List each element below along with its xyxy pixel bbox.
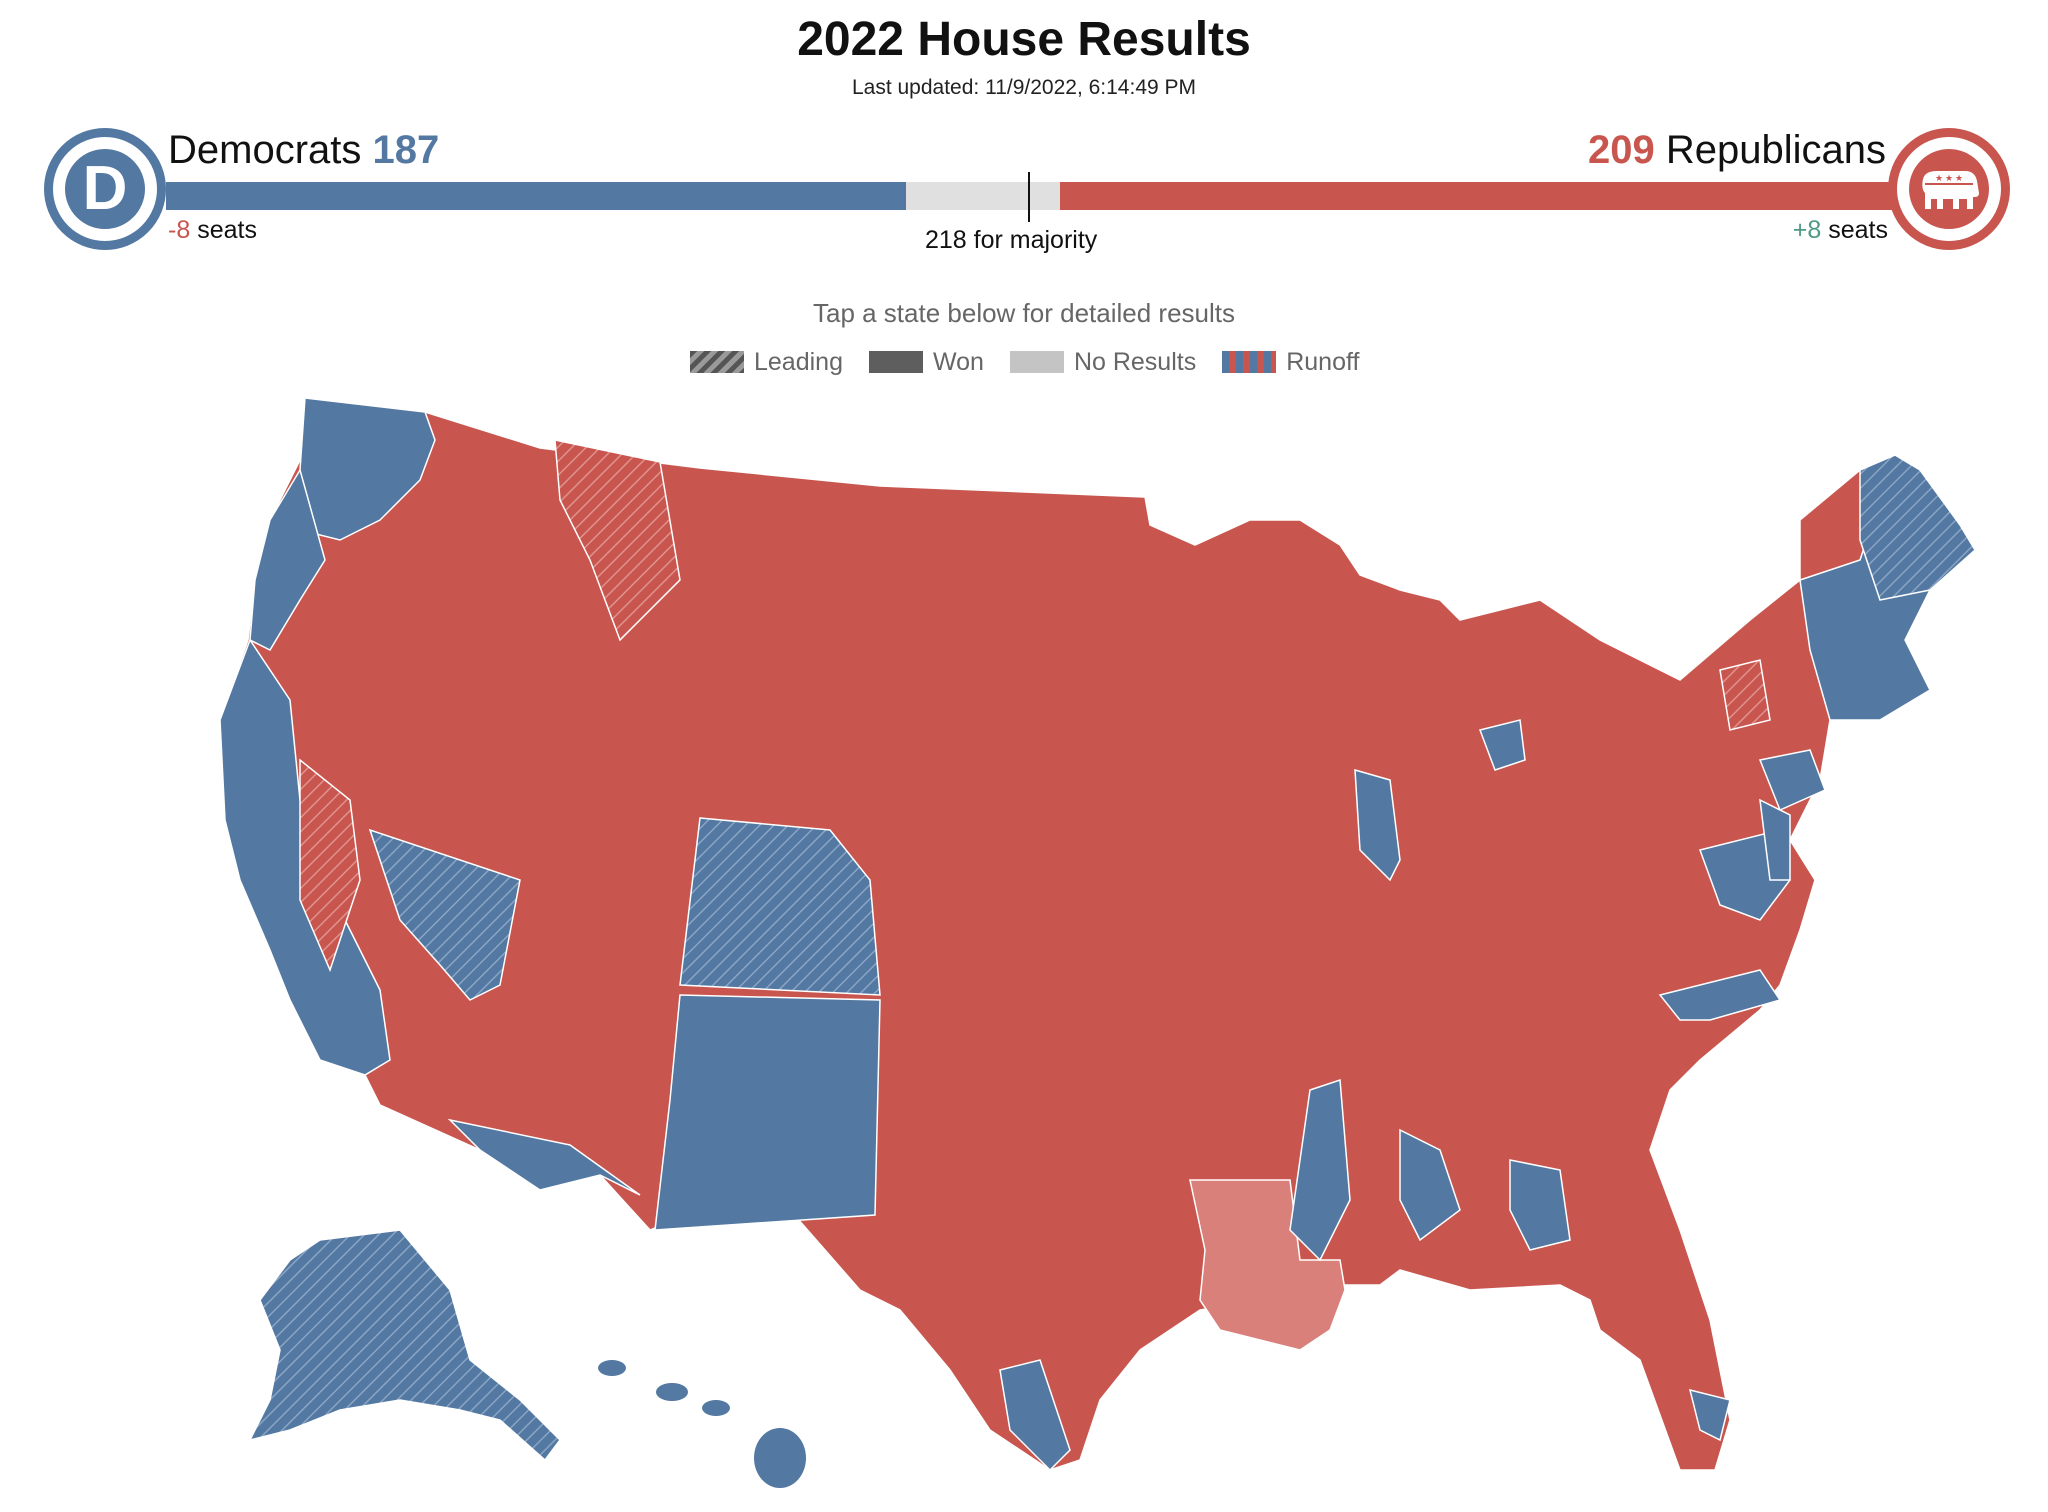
republican-seat-bar bbox=[1060, 182, 1894, 210]
republicans-header: 209 Republicans bbox=[1588, 128, 1886, 173]
state-ak[interactable] bbox=[248, 1229, 561, 1462]
democrats-label: Democrats bbox=[168, 128, 362, 172]
democrats-change-value: -8 bbox=[168, 216, 191, 244]
majority-marker bbox=[1028, 172, 1030, 222]
svg-text:★: ★ bbox=[1955, 174, 1963, 184]
instructions: Tap a state below for detailed results bbox=[812, 298, 1236, 328]
republicans-change-unit: seats bbox=[1828, 216, 1888, 244]
state-nc[interactable] bbox=[1658, 969, 1782, 1021]
republican-logo: ★ ★ ★ bbox=[1888, 128, 2010, 250]
republicans-label: Republicans bbox=[1665, 128, 1886, 172]
state-nv[interactable] bbox=[368, 828, 521, 1001]
democrat-d-icon: D bbox=[65, 149, 145, 229]
state-az-south[interactable] bbox=[447, 1118, 641, 1196]
state-tx-south[interactable] bbox=[999, 1359, 1071, 1472]
republicans-seat-count: 209 bbox=[1587, 128, 1655, 172]
legend-won: Won bbox=[932, 347, 984, 376]
legend-runoff: Runoff bbox=[1286, 347, 1360, 376]
leading-swatch bbox=[690, 351, 744, 373]
democrats-seat-count: 187 bbox=[372, 128, 440, 172]
republicans-seat-change: +8 seats bbox=[1793, 216, 1888, 245]
state-hi[interactable] bbox=[598, 1360, 806, 1488]
majority-label: 218 for majority bbox=[925, 226, 1098, 254]
runoff-swatch bbox=[1222, 351, 1277, 373]
last-updated: Last updated: 11/9/2022, 6:14:49 PM bbox=[851, 76, 1197, 99]
state-ny-upstate[interactable] bbox=[1719, 659, 1771, 731]
state-fl-south[interactable] bbox=[1688, 1388, 1731, 1442]
state-mi-detroit[interactable] bbox=[1479, 719, 1526, 771]
state-nm[interactable] bbox=[654, 994, 881, 1231]
state-id-north[interactable] bbox=[554, 439, 681, 642]
state-nj[interactable] bbox=[1759, 798, 1791, 881]
state-ms[interactable] bbox=[1289, 1078, 1351, 1262]
svg-text:★: ★ bbox=[1935, 174, 1943, 184]
legend: Leading Won No Results Runoff bbox=[690, 346, 1359, 378]
state-or-coast[interactable] bbox=[249, 468, 326, 651]
republicans-change-value: +8 bbox=[1792, 216, 1822, 244]
democrats-header: Democrats 187 bbox=[168, 128, 439, 173]
us-house-map[interactable] bbox=[0, 380, 2048, 1512]
state-ca-central[interactable] bbox=[299, 758, 361, 973]
state-al[interactable] bbox=[1399, 1128, 1461, 1242]
democrats-seat-change: -8 seats bbox=[168, 216, 257, 245]
democrat-seat-bar bbox=[166, 182, 906, 210]
elephant-icon: ★ ★ ★ bbox=[1909, 149, 1989, 229]
undecided-seat-bar bbox=[906, 182, 1060, 210]
democrats-change-unit: seats bbox=[197, 216, 257, 244]
state-ny-nyc[interactable] bbox=[1758, 749, 1826, 812]
democrat-logo: D bbox=[44, 128, 166, 250]
legend-no-results: No Results bbox=[1073, 347, 1197, 376]
state-la[interactable] bbox=[1189, 1179, 1346, 1351]
state-co[interactable] bbox=[679, 817, 881, 996]
page-title: 2022 House Results bbox=[797, 13, 1251, 66]
svg-text:★: ★ bbox=[1945, 174, 1953, 184]
state-il[interactable] bbox=[1354, 768, 1401, 882]
state-me[interactable] bbox=[1859, 454, 1976, 601]
state-ga[interactable] bbox=[1509, 1159, 1571, 1251]
won-swatch bbox=[868, 351, 923, 373]
no-results-swatch bbox=[1009, 351, 1064, 373]
legend-leading: Leading bbox=[754, 347, 843, 376]
